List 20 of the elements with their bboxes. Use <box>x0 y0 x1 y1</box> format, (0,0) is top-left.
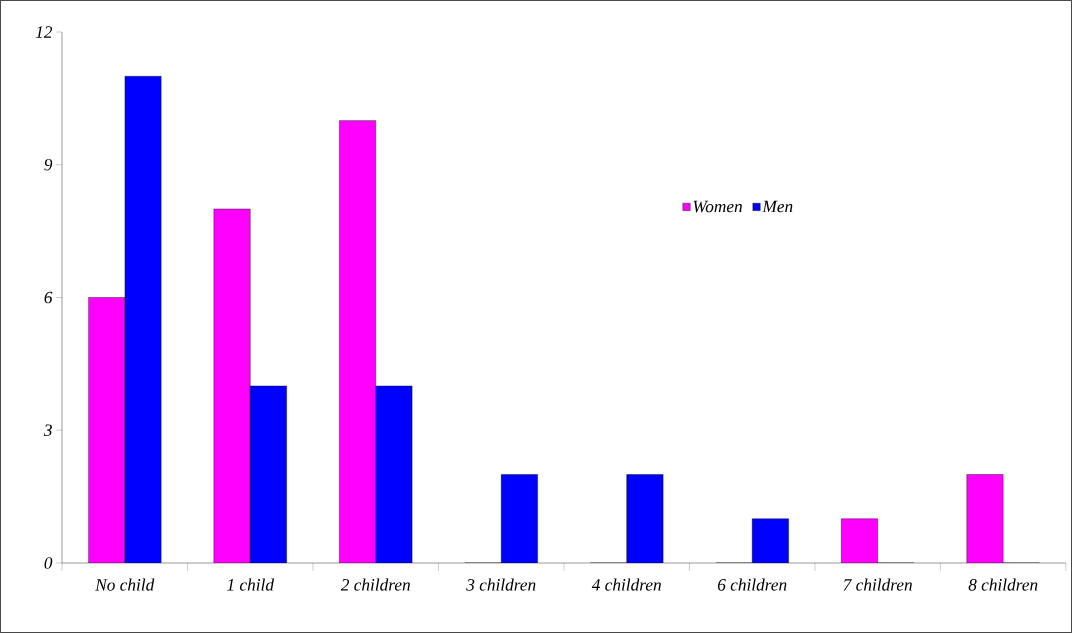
y-tick-label: 12 <box>35 26 53 38</box>
legend-label: Women <box>693 200 742 213</box>
x-tick-label: 7 children <box>843 578 912 591</box>
x-tick-label: 1 child <box>227 578 275 591</box>
y-tick-label: 9 <box>44 158 53 171</box>
x-tick-label: 6 children <box>717 578 787 591</box>
x-tick-label: 3 children <box>466 578 536 591</box>
legend-label: Men <box>762 200 793 213</box>
x-tick-label: 2 children <box>340 578 410 591</box>
y-tick-label: 0 <box>44 557 53 569</box>
bar <box>213 209 251 563</box>
bar <box>841 518 878 563</box>
x-tick-label: No child <box>95 578 155 591</box>
bar <box>339 120 376 563</box>
bar <box>88 297 125 563</box>
y-tick-label: 3 <box>43 424 52 437</box>
x-tick-label: 8 children <box>968 578 1038 591</box>
y-tick-label: 6 <box>44 291 53 304</box>
bar <box>966 474 1004 563</box>
x-tick-label: 4 children <box>591 578 661 591</box>
